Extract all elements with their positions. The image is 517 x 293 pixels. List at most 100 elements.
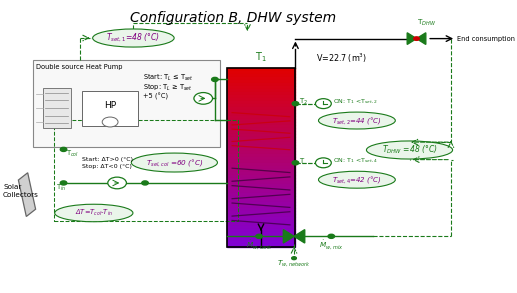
Circle shape — [211, 77, 218, 81]
Text: Start: ΔT>0 (°C): Start: ΔT>0 (°C) — [82, 157, 133, 162]
Bar — [226, 176, 295, 178]
Bar — [226, 77, 295, 80]
Bar — [226, 229, 295, 232]
Bar — [226, 149, 295, 151]
Text: ON: T$_1$ <T$_{set,4}$: ON: T$_1$ <T$_{set,4}$ — [333, 157, 378, 166]
Bar — [226, 107, 295, 110]
Text: $\dot{M}_{w,tank}$: $\dot{M}_{w,tank}$ — [246, 238, 272, 251]
Circle shape — [142, 181, 148, 185]
Ellipse shape — [318, 112, 396, 129]
Bar — [226, 208, 295, 211]
Bar — [226, 181, 295, 184]
Bar — [226, 238, 295, 241]
Bar — [226, 74, 295, 77]
Bar — [226, 172, 295, 176]
Ellipse shape — [367, 141, 452, 159]
Bar — [226, 241, 295, 244]
Bar — [226, 95, 295, 98]
Bar — [226, 193, 295, 196]
Text: T: T — [299, 158, 303, 164]
Bar — [226, 169, 295, 172]
Circle shape — [315, 99, 331, 109]
Bar — [226, 235, 295, 238]
Bar — [226, 86, 295, 89]
Text: T$_{set,4}$=42 (°C): T$_{set,4}$=42 (°C) — [332, 174, 382, 185]
Bar — [226, 92, 295, 95]
Bar — [226, 119, 295, 122]
Circle shape — [102, 117, 118, 127]
Bar — [226, 100, 295, 104]
Text: T$_{sel,col}$ =60 (°C): T$_{sel,col}$ =60 (°C) — [146, 157, 203, 168]
Text: $\dot{M}_{w,mix}$: $\dot{M}_{w,mix}$ — [319, 238, 343, 251]
Bar — [226, 214, 295, 217]
Text: +5 (°C): +5 (°C) — [143, 93, 168, 100]
Bar — [226, 184, 295, 187]
Circle shape — [256, 234, 262, 239]
Polygon shape — [19, 173, 36, 217]
Bar — [226, 122, 295, 125]
Bar — [226, 199, 295, 202]
Bar — [226, 139, 295, 142]
Bar — [226, 131, 295, 134]
Circle shape — [292, 102, 299, 106]
Ellipse shape — [318, 171, 396, 188]
Circle shape — [60, 181, 67, 185]
Text: Configuration B, DHW system: Configuration B, DHW system — [130, 11, 337, 25]
Text: Solar: Solar — [3, 184, 21, 190]
Circle shape — [108, 177, 127, 189]
Bar — [226, 98, 295, 100]
Text: T$_1$: T$_1$ — [255, 51, 267, 64]
Bar — [226, 71, 295, 74]
Bar — [226, 211, 295, 214]
Polygon shape — [294, 230, 305, 243]
Bar — [226, 244, 295, 247]
Polygon shape — [417, 33, 426, 45]
Text: HP: HP — [104, 100, 116, 110]
Text: $T_{w,network}$: $T_{w,network}$ — [277, 258, 311, 268]
Bar — [226, 134, 295, 137]
Text: T$_{col}$: T$_{col}$ — [66, 149, 79, 159]
Bar — [82, 91, 138, 125]
Circle shape — [292, 257, 296, 260]
Bar — [226, 190, 295, 193]
Bar — [226, 220, 295, 223]
Bar — [226, 110, 295, 113]
Bar — [226, 127, 295, 131]
Circle shape — [315, 158, 331, 168]
Bar — [226, 83, 295, 86]
Text: T$_2$: T$_2$ — [299, 97, 308, 107]
Text: T$_{set,1}$=48 (°C): T$_{set,1}$=48 (°C) — [107, 32, 160, 44]
Bar — [42, 88, 70, 127]
Text: Start: T$_L$ ≤ T$_{set}$: Start: T$_L$ ≤ T$_{set}$ — [143, 73, 193, 83]
Text: T$_{DHW}$ =48 (°C): T$_{DHW}$ =48 (°C) — [382, 144, 437, 156]
Text: ON: T$_1$ <T$_{set,2}$: ON: T$_1$ <T$_{set,2}$ — [333, 98, 378, 106]
Bar — [226, 166, 295, 169]
Text: Stop: ΔT<0 (°C): Stop: ΔT<0 (°C) — [82, 164, 132, 169]
Text: T$_{set,2}$=44 (°C): T$_{set,2}$=44 (°C) — [332, 115, 382, 126]
Ellipse shape — [55, 204, 133, 222]
Text: Stop: T$_L$ ≥ T$_{set}$: Stop: T$_L$ ≥ T$_{set}$ — [143, 83, 192, 93]
Bar — [226, 68, 295, 71]
Circle shape — [292, 161, 299, 165]
Bar — [226, 142, 295, 146]
Text: End consumption: End consumption — [457, 36, 515, 42]
Bar — [226, 154, 295, 157]
Text: Double source Heat Pump: Double source Heat Pump — [36, 64, 122, 70]
Ellipse shape — [131, 153, 218, 172]
Bar — [226, 116, 295, 119]
Polygon shape — [283, 230, 294, 243]
Bar — [226, 89, 295, 92]
Text: T$_{DHW}$: T$_{DHW}$ — [417, 18, 437, 28]
Bar — [226, 163, 295, 166]
Bar — [226, 202, 295, 205]
Text: ΔT=T$_{col}$-T$_{in}$: ΔT=T$_{col}$-T$_{in}$ — [75, 208, 113, 218]
Bar — [226, 104, 295, 107]
Circle shape — [414, 37, 419, 40]
Bar — [226, 178, 295, 181]
Bar — [226, 80, 295, 83]
Bar — [226, 226, 295, 229]
Ellipse shape — [93, 29, 174, 47]
Bar — [226, 205, 295, 208]
Bar — [226, 137, 295, 139]
Bar — [226, 161, 295, 163]
